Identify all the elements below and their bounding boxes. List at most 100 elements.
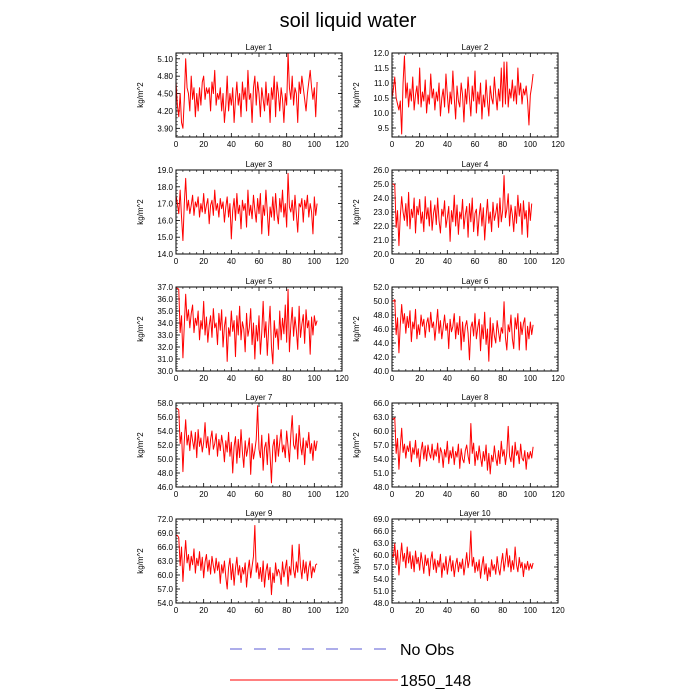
x-tick-label: 20	[415, 606, 424, 615]
panel-layer-2: Layer 2 kg/m^2 0 20 40 60 80 100 120 9.5 10.0 10.5 1…	[352, 43, 565, 149]
series-line-1	[392, 299, 534, 362]
series-line-1	[176, 525, 318, 596]
series-line-1	[175, 172, 318, 242]
y-tick-label: 51.0	[373, 469, 389, 478]
y-axis-label: kg/m^2	[136, 199, 145, 225]
x-tick-label: 120	[551, 140, 565, 149]
y-tick-label: 52.0	[157, 441, 173, 450]
y-tick-label: 57.0	[373, 563, 389, 572]
y-tick-label: 60.0	[373, 551, 389, 560]
plot-frame	[391, 518, 559, 604]
plot-frame	[391, 169, 559, 255]
y-tick-label: 50.0	[157, 455, 173, 464]
y-tick-label: 22.0	[373, 222, 389, 231]
x-tick-label: 60	[471, 257, 480, 266]
x-tick-label: 80	[498, 257, 507, 266]
y-axis-label: kg/m^2	[352, 199, 361, 225]
x-tick-label: 20	[415, 140, 424, 149]
panel-layer-9: Layer 9 kg/m^2 0 20 40 60 80 100 120 54.0 57.0 60.0…	[136, 509, 349, 615]
y-axis-label: kg/m^2	[136, 548, 145, 574]
x-tick-label: 120	[335, 140, 349, 149]
panel-layer-1: Layer 1 kg/m^2 0 20 40 60 80 100 120 3.90 4.20 4.50…	[136, 43, 349, 149]
x-tick-label: 0	[390, 606, 395, 615]
panel-title: Layer 3	[246, 160, 273, 169]
y-tick-label: 21.0	[373, 236, 389, 245]
y-tick-label: 20.0	[373, 250, 389, 259]
panel-title: Layer 1	[246, 43, 273, 52]
plot-frame	[391, 286, 559, 372]
x-tick-label: 0	[390, 257, 395, 266]
y-tick-label: 72.0	[157, 515, 173, 524]
x-tick-label: 80	[498, 490, 507, 499]
plot-frame	[391, 52, 559, 138]
y-axis-label: kg/m^2	[352, 82, 361, 108]
x-tick-label: 100	[524, 140, 538, 149]
x-tick-label: 100	[308, 374, 322, 383]
x-tick-label: 100	[308, 140, 322, 149]
y-tick-label: 19.0	[157, 166, 173, 175]
plot-frame	[175, 286, 343, 372]
panel-title: Layer 10	[459, 509, 491, 518]
panel-layer-4: Layer 4 kg/m^2 0 20 40 60 80 100 120 20.0 21.0 22.0…	[352, 160, 565, 266]
y-tick-label: 26.0	[373, 166, 389, 175]
y-tick-label: 3.90	[157, 124, 173, 133]
y-tick-label: 18.0	[157, 183, 173, 192]
y-tick-label: 11.5	[374, 64, 390, 73]
x-tick-label: 80	[498, 606, 507, 615]
x-tick-label: 40	[227, 140, 236, 149]
y-tick-label: 25.0	[373, 180, 389, 189]
x-tick-label: 40	[443, 257, 452, 266]
y-tick-label: 48.0	[157, 469, 173, 478]
y-tick-label: 63.0	[373, 539, 389, 548]
y-axis-label: kg/m^2	[136, 432, 145, 458]
y-axis-label: kg/m^2	[136, 82, 145, 108]
x-tick-label: 100	[524, 374, 538, 383]
y-tick-label: 4.80	[157, 72, 173, 81]
y-tick-label: 58.0	[157, 399, 173, 408]
y-tick-label: 60.0	[157, 571, 173, 580]
panel-layer-3: Layer 3 kg/m^2 0 20 40 60 80 100 120 14.0 15.0 16.0…	[136, 160, 349, 266]
y-tick-label: 32.0	[157, 343, 173, 352]
y-axis-label: kg/m^2	[352, 432, 361, 458]
y-tick-label: 11.0	[374, 79, 390, 88]
x-tick-label: 20	[199, 374, 208, 383]
x-tick-label: 60	[255, 374, 264, 383]
x-tick-label: 20	[199, 257, 208, 266]
legend-label-1850-148: 1850_148	[400, 673, 471, 690]
y-tick-label: 17.0	[157, 200, 173, 209]
series-line-1	[392, 175, 533, 247]
series-line-1	[391, 530, 534, 582]
x-tick-label: 40	[443, 374, 452, 383]
y-tick-label: 63.0	[373, 413, 389, 422]
x-tick-label: 100	[524, 490, 538, 499]
y-tick-label: 54.0	[157, 427, 173, 436]
y-tick-label: 56.0	[157, 413, 173, 422]
x-tick-label: 0	[390, 490, 395, 499]
x-tick-label: 60	[471, 140, 480, 149]
y-tick-label: 57.0	[157, 585, 173, 594]
panels-group: Layer 1 kg/m^2 0 20 40 60 80 100 120 3.90 4.20 4.50…	[136, 43, 565, 615]
y-tick-label: 10.5	[373, 94, 389, 103]
x-tick-label: 80	[282, 257, 291, 266]
x-tick-label: 0	[390, 374, 395, 383]
x-tick-label: 80	[498, 374, 507, 383]
x-tick-label: 120	[335, 257, 349, 266]
plot-frame	[175, 402, 343, 488]
legend-label-no-obs: No Obs	[400, 642, 454, 659]
y-tick-label: 23.0	[373, 208, 389, 217]
x-tick-label: 20	[415, 374, 424, 383]
y-tick-label: 50.0	[373, 297, 389, 306]
y-tick-label: 54.0	[157, 599, 173, 608]
y-tick-label: 69.0	[157, 529, 173, 538]
y-tick-label: 42.0	[373, 353, 389, 362]
y-tick-label: 9.5	[378, 124, 390, 133]
x-tick-label: 20	[199, 606, 208, 615]
legend: No Obs 1850_148	[230, 642, 471, 690]
y-tick-label: 35.0	[157, 307, 173, 316]
x-tick-label: 120	[551, 490, 565, 499]
panel-title: Layer 9	[246, 509, 273, 518]
x-tick-label: 80	[282, 140, 291, 149]
panel-layer-10: Layer 10 kg/m^2 0 20 40 60 80 100 120 48.0 51.0 54.…	[352, 509, 565, 615]
x-tick-label: 40	[227, 374, 236, 383]
